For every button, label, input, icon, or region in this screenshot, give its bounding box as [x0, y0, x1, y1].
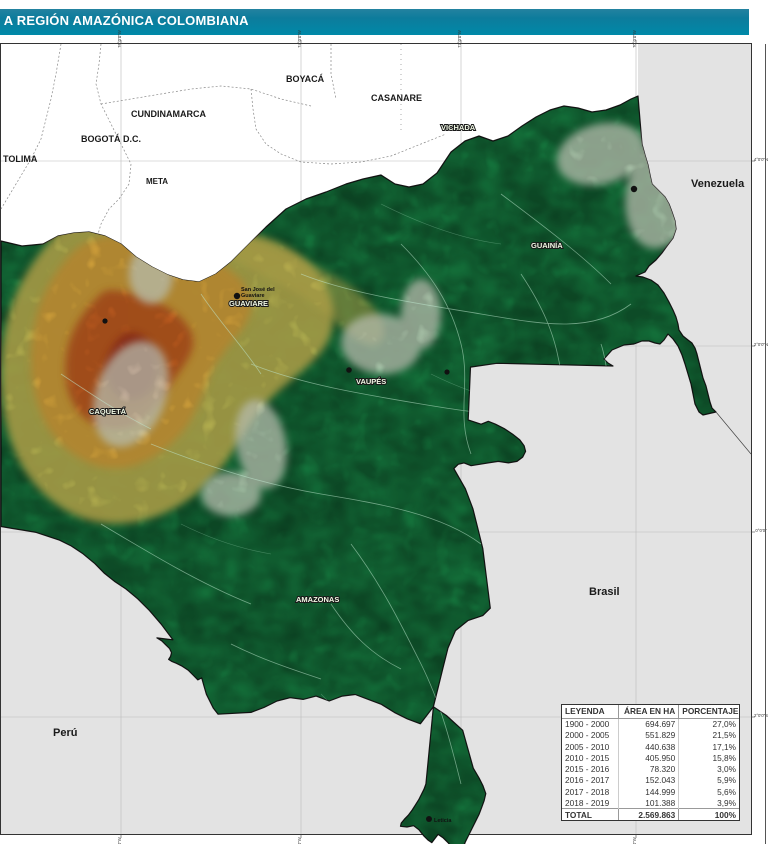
svg-text:Brasil: Brasil	[589, 586, 620, 598]
svg-text:CUNDINAMARCA: CUNDINAMARCA	[131, 109, 206, 119]
svg-text:VAUPÉS: VAUPÉS	[356, 377, 386, 386]
svg-text:74°0'0"W: 74°0'0"W	[297, 836, 302, 844]
svg-text:GUAINÍA: GUAINÍA	[531, 241, 563, 250]
svg-text:BOGOTÁ D.C.: BOGOTÁ D.C.	[81, 134, 141, 144]
svg-text:CASANARE: CASANARE	[371, 93, 422, 103]
svg-text:Venezuela: Venezuela	[691, 178, 745, 190]
svg-text:META: META	[146, 177, 168, 186]
svg-text:70°0'0"W: 70°0'0"W	[632, 836, 637, 844]
svg-text:GUAVIARE: GUAVIARE	[229, 299, 268, 308]
svg-text:Leticia: Leticia	[434, 818, 452, 824]
svg-text:Perú: Perú	[53, 727, 77, 739]
svg-text:76°0'0"W: 76°0'0"W	[117, 836, 122, 844]
svg-text:AMAZONAS: AMAZONAS	[296, 595, 339, 604]
svg-text:VICHADA: VICHADA	[441, 123, 476, 132]
svg-text:TOLIMA: TOLIMA	[3, 154, 38, 164]
svg-text:CAQUETÁ: CAQUETÁ	[89, 407, 127, 416]
svg-text:BOYACÁ: BOYACÁ	[286, 74, 325, 84]
